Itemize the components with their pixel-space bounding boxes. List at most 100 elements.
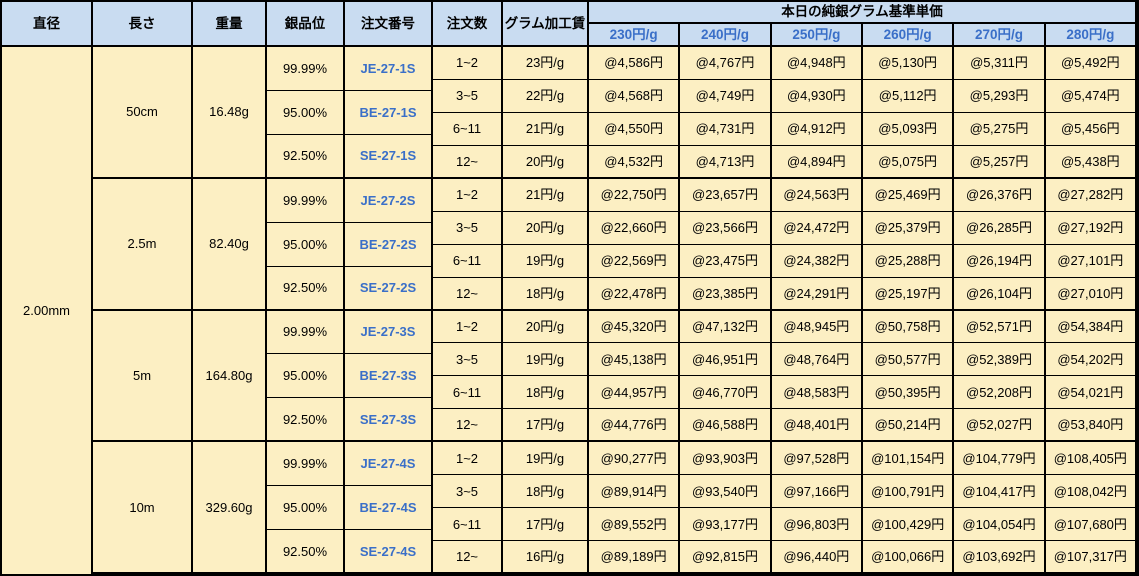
order-no-cell: SE-27-3S xyxy=(345,398,433,443)
price-cell: @5,093円 xyxy=(863,112,955,146)
price-cell: @4,550円 xyxy=(589,112,681,146)
price-cell: @97,528円 xyxy=(771,442,863,476)
price-cell: @45,138円 xyxy=(589,343,681,377)
qty-cell: 6~11 xyxy=(433,112,503,146)
fee-cell: 18円/g xyxy=(503,475,589,509)
price-cell: @26,376円 xyxy=(954,178,1046,212)
price-cell: @50,395円 xyxy=(863,376,955,410)
price-cell: @52,571円 xyxy=(954,310,1046,344)
price-cell: @4,767円 xyxy=(680,47,772,80)
fee-cell: 18円/g xyxy=(503,277,589,311)
order-no-cell: BE-27-3S xyxy=(345,354,433,399)
qty-cell: 6~11 xyxy=(433,244,503,278)
qty-cell: 12~ xyxy=(433,277,503,311)
price-cell: @104,779円 xyxy=(954,442,1046,476)
price-cell: @46,951円 xyxy=(680,343,772,377)
price-cell: @89,552円 xyxy=(589,508,681,542)
price-cell: @45,320円 xyxy=(589,310,681,344)
qty-cell: 12~ xyxy=(433,541,503,574)
price-cell: @48,764円 xyxy=(771,343,863,377)
price-cell: @90,277円 xyxy=(589,442,681,476)
price-cell: @5,311円 xyxy=(954,47,1046,80)
fee-cell: 23円/g xyxy=(503,47,589,80)
price-cell: @46,588円 xyxy=(680,409,772,443)
purity-cell: 99.99% xyxy=(267,310,345,355)
price-cell: @54,021円 xyxy=(1045,376,1137,410)
price-cell: @4,749円 xyxy=(680,79,772,113)
price-cell: @25,288円 xyxy=(863,244,955,278)
price-cell: @24,563円 xyxy=(771,178,863,212)
tier-header-240: 240円/g xyxy=(680,24,772,47)
order-no-cell: JE-27-3S xyxy=(345,310,433,355)
qty-cell: 3~5 xyxy=(433,475,503,509)
purity-cell: 95.00% xyxy=(267,354,345,399)
price-cell: @26,285円 xyxy=(954,211,1046,245)
col-header-weight: 重量 xyxy=(193,2,267,47)
price-cell: @5,293円 xyxy=(954,79,1046,113)
price-cell: @96,440円 xyxy=(771,541,863,574)
qty-cell: 6~11 xyxy=(433,376,503,410)
price-cell: @5,112円 xyxy=(863,79,955,113)
price-cell: @25,379円 xyxy=(863,211,955,245)
fee-cell: 19円/g xyxy=(503,442,589,476)
purity-cell: 95.00% xyxy=(267,90,345,135)
price-cell: @5,130円 xyxy=(863,47,955,80)
price-cell: @93,540円 xyxy=(680,475,772,509)
price-cell: @93,903円 xyxy=(680,442,772,476)
price-cell: @44,776円 xyxy=(589,409,681,443)
price-cell: @26,104円 xyxy=(954,277,1046,311)
price-cell: @107,680円 xyxy=(1045,508,1137,542)
order-no-cell: SE-27-4S xyxy=(345,530,433,574)
price-cell: @24,291円 xyxy=(771,277,863,311)
price-cell: @27,101円 xyxy=(1045,244,1137,278)
price-cell: @22,569円 xyxy=(589,244,681,278)
col-header-diameter: 直径 xyxy=(2,2,93,47)
fee-cell: 18円/g xyxy=(503,376,589,410)
price-cell: @22,750円 xyxy=(589,178,681,212)
price-cell: @4,912円 xyxy=(771,112,863,146)
price-cell: @101,154円 xyxy=(863,442,955,476)
price-cell: @5,492円 xyxy=(1045,47,1137,80)
price-cell: @27,010円 xyxy=(1045,277,1137,311)
length-cell: 10m xyxy=(93,442,193,574)
fee-cell: 22円/g xyxy=(503,79,589,113)
tier-header-280: 280円/g xyxy=(1045,24,1137,47)
price-cell: @26,194円 xyxy=(954,244,1046,278)
fee-cell: 19円/g xyxy=(503,343,589,377)
col-header-order-no: 注文番号 xyxy=(345,2,433,47)
price-cell: @93,177円 xyxy=(680,508,772,542)
price-cell: @23,566円 xyxy=(680,211,772,245)
fee-cell: 16円/g xyxy=(503,541,589,574)
price-cell: @25,197円 xyxy=(863,277,955,311)
price-cell: @23,385円 xyxy=(680,277,772,311)
fee-cell: 21円/g xyxy=(503,178,589,212)
tier-header-260: 260円/g xyxy=(863,24,955,47)
price-cell: @47,132円 xyxy=(680,310,772,344)
purity-cell: 99.99% xyxy=(267,178,345,223)
price-cell: @25,469円 xyxy=(863,178,955,212)
price-cell: @52,389円 xyxy=(954,343,1046,377)
price-cell: @5,257円 xyxy=(954,145,1046,179)
order-no-cell: JE-27-4S xyxy=(345,442,433,487)
tier-header-250: 250円/g xyxy=(771,24,863,47)
price-cell: @5,075円 xyxy=(863,145,955,179)
price-cell: @97,166円 xyxy=(771,475,863,509)
price-cell: @22,660円 xyxy=(589,211,681,245)
price-cell: @4,532円 xyxy=(589,145,681,179)
order-no-cell: SE-27-2S xyxy=(345,266,433,311)
qty-cell: 12~ xyxy=(433,145,503,179)
order-no-cell: BE-27-4S xyxy=(345,486,433,531)
price-cell: @4,930円 xyxy=(771,79,863,113)
price-cell: @52,027円 xyxy=(954,409,1046,443)
price-cell: @52,208円 xyxy=(954,376,1046,410)
fee-cell: 17円/g xyxy=(503,508,589,542)
price-cell: @4,948円 xyxy=(771,47,863,80)
price-cell: @108,405円 xyxy=(1045,442,1137,476)
purity-cell: 99.99% xyxy=(267,442,345,487)
price-cell: @48,401円 xyxy=(771,409,863,443)
price-cell: @4,568円 xyxy=(589,79,681,113)
price-cell: @89,914円 xyxy=(589,475,681,509)
qty-cell: 1~2 xyxy=(433,47,503,80)
qty-cell: 1~2 xyxy=(433,178,503,212)
price-cell: @54,202円 xyxy=(1045,343,1137,377)
